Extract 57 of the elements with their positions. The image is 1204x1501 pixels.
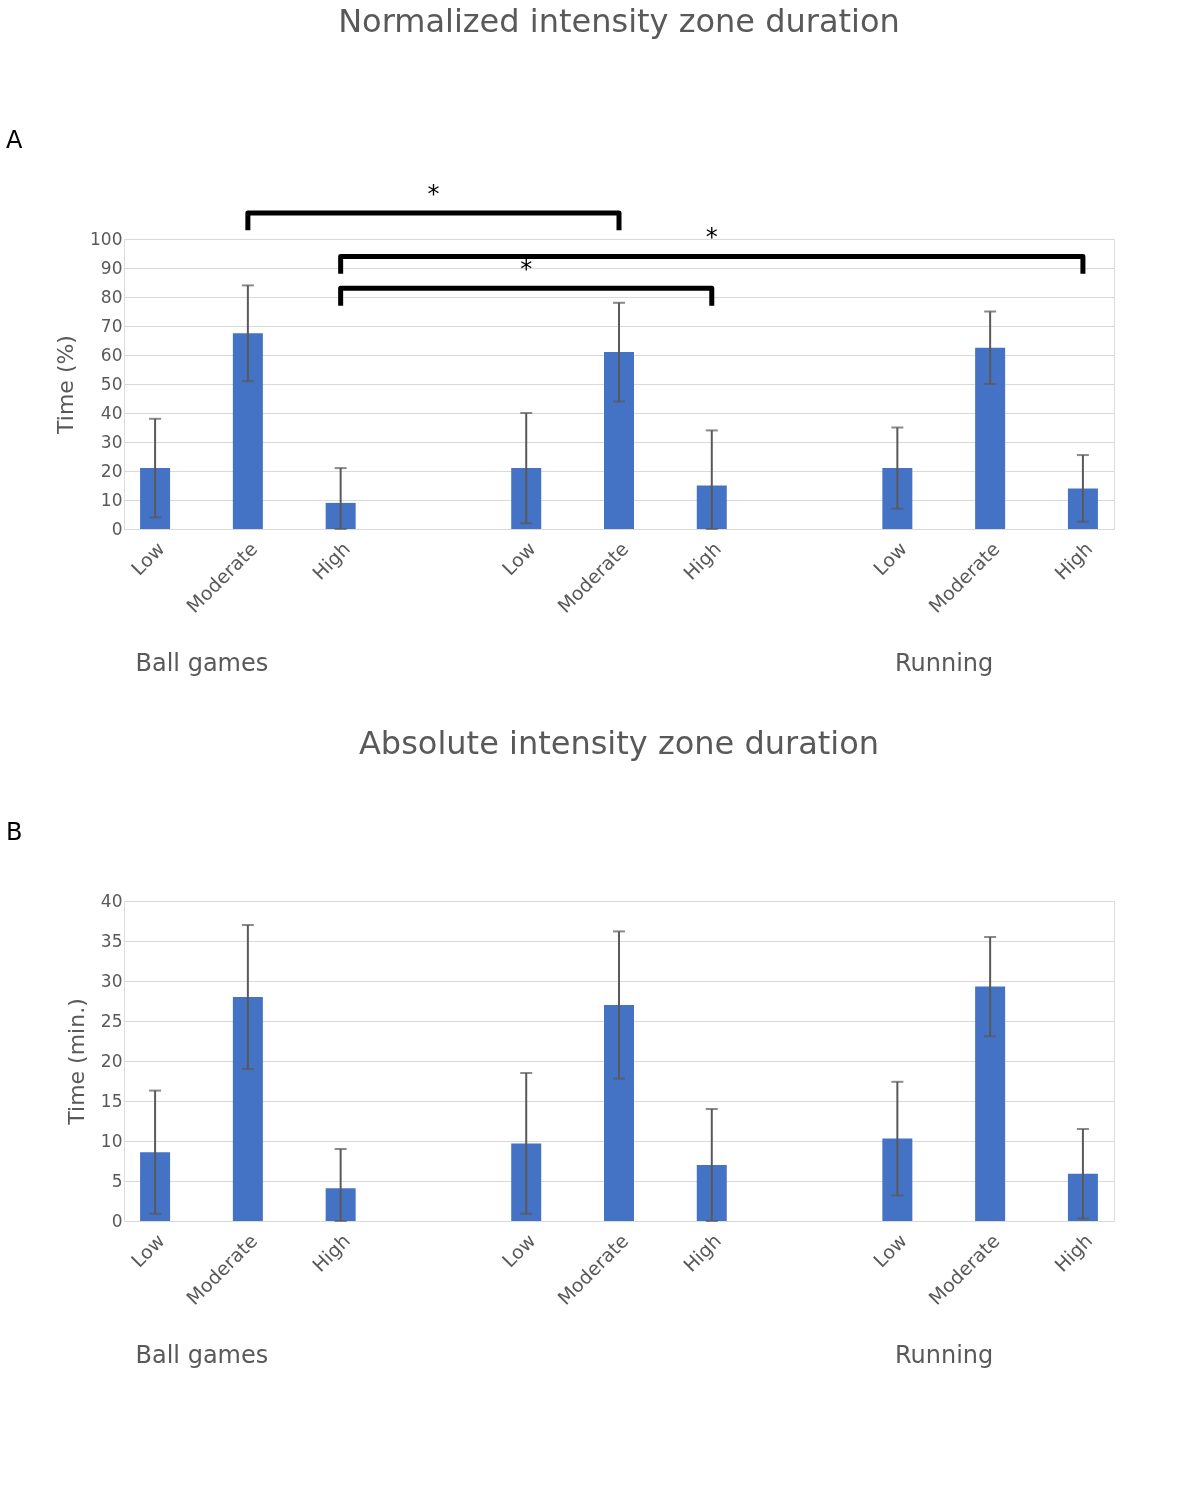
bar	[696, 485, 727, 529]
y-tick-label: 30	[100, 970, 123, 991]
y-tick-label: 20	[100, 460, 123, 481]
y-tick-label: 40	[100, 890, 123, 911]
chart-title: Normalized intensity zone duration	[338, 2, 900, 40]
text: Ball games	[135, 1341, 269, 1369]
x-tick-label: Low	[126, 1229, 169, 1272]
y-tick-label: 35	[100, 930, 123, 951]
y-tick-label: 40	[100, 402, 123, 423]
bar	[325, 1188, 356, 1221]
y-tick-label: 10	[100, 1130, 123, 1151]
annotation: *	[705, 223, 718, 252]
bar	[140, 468, 171, 529]
y-tick-label: 5	[111, 1170, 123, 1191]
bar	[511, 468, 542, 529]
y-tick-label: 90	[100, 257, 123, 278]
y-tick-label: 0	[111, 1210, 123, 1231]
bar	[975, 986, 1006, 1221]
y-tick-label: 10	[100, 489, 123, 510]
bar	[232, 997, 263, 1221]
bar	[882, 468, 913, 529]
y-tick-label: 15	[100, 1090, 123, 1111]
y-axis-title: Time (%)	[53, 335, 79, 435]
bar	[511, 1143, 542, 1221]
text: Running	[894, 649, 994, 677]
bar	[140, 1152, 171, 1221]
x-tick-label: Low	[497, 537, 540, 580]
text: Ball games	[135, 649, 269, 677]
y-tick-label: 30	[100, 431, 123, 452]
bar	[975, 347, 1006, 529]
bar	[696, 1165, 727, 1221]
x-tick-label: Low	[126, 537, 169, 580]
y-tick-label: 0	[111, 518, 123, 539]
x-tick-label: Low	[868, 1229, 911, 1272]
bar	[604, 352, 634, 529]
y-tick-label: 50	[100, 373, 123, 394]
y-tick-label: 100	[90, 228, 123, 249]
bar	[232, 333, 263, 529]
text: A	[6, 126, 23, 154]
bar	[1067, 488, 1098, 529]
y-tick-label: 20	[100, 1050, 123, 1071]
bar	[882, 1138, 913, 1221]
text: B	[6, 818, 23, 846]
y-tick-label: 80	[100, 286, 123, 307]
bar	[325, 502, 356, 529]
x-tick-label: Low	[497, 1229, 540, 1272]
y-axis-title: Time (min.)	[63, 998, 89, 1126]
x-tick-label: Low	[868, 537, 911, 580]
y-tick-label: 25	[100, 1010, 123, 1031]
bar	[604, 1005, 634, 1221]
annotation: *	[520, 255, 533, 284]
y-tick-label: 70	[100, 315, 123, 336]
chart-title: Absolute intensity zone duration	[358, 724, 880, 762]
text: Running	[894, 1341, 994, 1369]
y-tick-label: 60	[100, 344, 123, 365]
text: *	[427, 179, 440, 208]
bar	[1067, 1173, 1098, 1221]
